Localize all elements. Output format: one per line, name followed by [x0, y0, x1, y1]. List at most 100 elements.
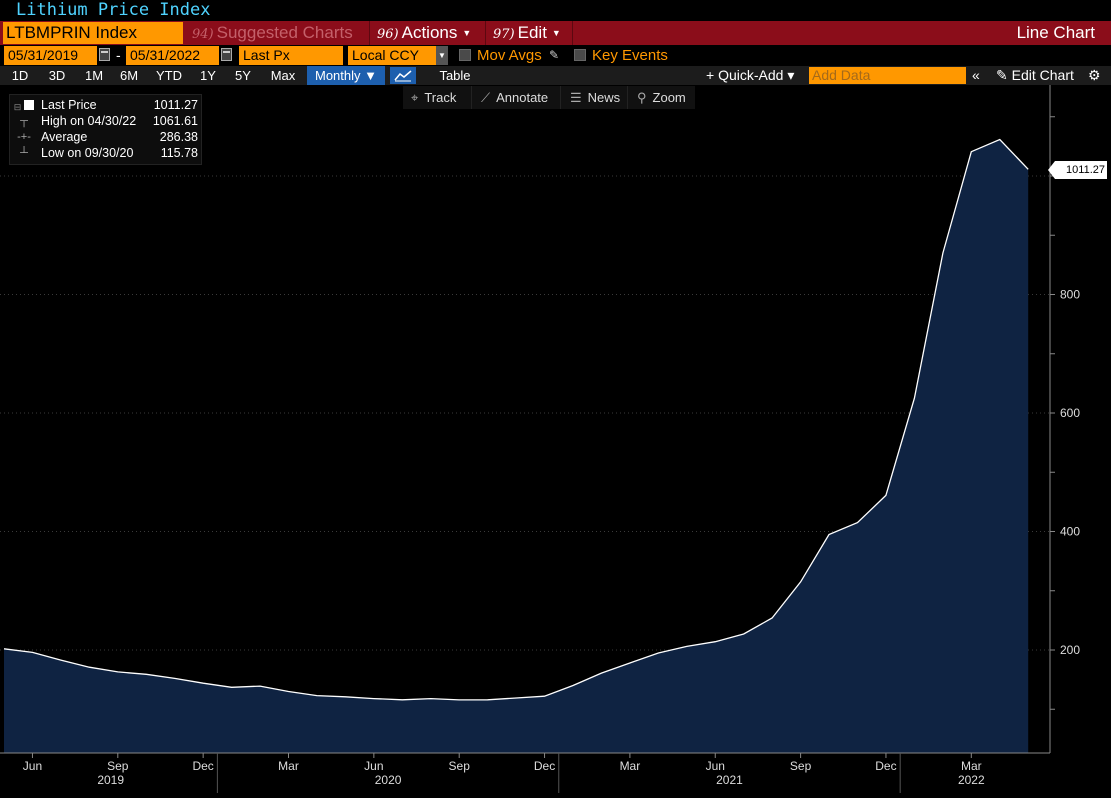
edit-number: 97) [493, 27, 515, 42]
range-1d[interactable]: 1D [11, 68, 29, 83]
window-title: Lithium Price Index [16, 0, 211, 20]
line-chart-icon[interactable] [390, 67, 416, 84]
key-events-label[interactable]: Key Events [592, 47, 668, 64]
y-tick-label: 400 [1060, 525, 1080, 539]
price-line [3, 138, 1029, 701]
range-bar: 1D 3D 1M 6M YTD 1Y 5Y Max Monthly ▼ Tabl… [0, 66, 1111, 85]
pencil-icon: ✎ [996, 67, 1012, 83]
edit-chart-button[interactable]: ✎ Edit Chart [996, 66, 1074, 85]
crosshair-icon: ⌖ [411, 90, 419, 105]
x-tick-label: Jun [364, 759, 383, 773]
legend-label: Last Price [41, 98, 97, 112]
y-tick-label: 800 [1060, 288, 1080, 302]
range-3d[interactable]: 3D [48, 68, 66, 83]
range-1m[interactable]: 1M [84, 68, 104, 83]
range-max[interactable]: Max [270, 68, 296, 83]
range-6m[interactable]: 6M [119, 68, 139, 83]
x-tick-label: Sep [790, 759, 812, 773]
x-year-label: 2021 [716, 773, 743, 787]
field-selector[interactable]: Last Px [239, 46, 343, 65]
x-tick-label: Mar [278, 759, 299, 773]
x-tick-label: Jun [706, 759, 725, 773]
x-tick-label: Mar [961, 759, 982, 773]
chart-legend: ⊟ Last Price 1011.27 ┬ High on 04/30/22 … [9, 94, 202, 165]
y-tick-label: 200 [1060, 643, 1080, 657]
suggested-charts-label: Suggested Charts [216, 23, 353, 42]
legend-value: 286.38 [159, 130, 198, 144]
start-date-field[interactable]: 05/31/2019 [4, 46, 97, 65]
x-tick-label: Sep [107, 759, 129, 773]
y-tick-label: 600 [1060, 406, 1080, 420]
currency-selector[interactable]: Local CCY [348, 46, 436, 65]
legend-label: Low on 09/30/20 [41, 146, 134, 160]
track-label: Track [424, 90, 457, 105]
quick-add-button[interactable]: + Quick-Add ▾ [706, 67, 795, 83]
chevron-down-icon[interactable]: ▼ [436, 46, 448, 65]
add-data-input[interactable] [809, 67, 966, 84]
track-tool[interactable]: ⌖ Track [403, 86, 472, 109]
zoom-tool[interactable]: ⚲ Zoom [629, 86, 695, 109]
magnifier-icon: ⚲ [637, 90, 647, 105]
chart-area[interactable]: 200 400 600 800 Jun Sep Dec Mar Jun Sep Dec Mar Jun S… [0, 85, 1111, 798]
collapse-icon[interactable]: « [972, 67, 980, 83]
command-bar: LTBMPRIN Index 94) Suggested Charts 96) Ac… [0, 21, 1111, 45]
actions-label: Actions [401, 23, 458, 42]
legend-label: High on 04/30/22 [41, 114, 137, 128]
news-icon: ☰ [570, 90, 582, 105]
last-value-tag: 1011.27 [1048, 161, 1107, 179]
range-5y[interactable]: 5Y [235, 68, 251, 83]
ticker-field[interactable]: LTBMPRIN Index [3, 22, 183, 44]
mov-avgs-label[interactable]: Mov Avgs [477, 47, 542, 64]
window-title-bar: Lithium Price Index [0, 0, 1111, 21]
x-tick-label: Sep [449, 759, 471, 773]
price-chart[interactable]: 200 400 600 800 Jun Sep Dec Mar Jun Sep Dec Mar Jun S… [0, 85, 1111, 798]
x-tick-label: Dec [192, 759, 213, 773]
average-marker-icon: -+- [17, 131, 31, 143]
edit-label: Edit [517, 23, 547, 42]
date-range-separator: - [116, 47, 121, 63]
x-tick-label: Jun [23, 759, 42, 773]
x-tick-label: Mar [620, 759, 641, 773]
x-year-label: 2019 [97, 773, 124, 787]
high-marker-icon: ┬ [20, 115, 28, 127]
annotate-tool[interactable]: ⟋ Annotate [473, 86, 561, 109]
actions-number: 96) [377, 27, 399, 42]
end-date-field[interactable]: 05/31/2022 [126, 46, 219, 65]
legend-high: ┬ High on 04/30/22 1061.61 [10, 113, 201, 129]
edit-button[interactable]: 97) Edit ▼ [487, 21, 573, 45]
table-button[interactable]: Table [439, 68, 471, 83]
calendar-icon[interactable] [221, 48, 232, 61]
suggested-charts-button[interactable]: 94) Suggested Charts [186, 21, 370, 45]
mov-avgs-checkbox[interactable] [459, 49, 471, 61]
range-ytd[interactable]: YTD [156, 68, 182, 83]
legend-average: -+- Average 286.38 [10, 129, 201, 145]
legend-value: 1011.27 [153, 98, 198, 112]
chart-tools-bar: ⌖ Track ⟋ Annotate ☰ News ⚲ Zoom [403, 86, 695, 109]
chart-type-label: Line Chart [1016, 23, 1095, 42]
edit-chart-label: Edit Chart [1011, 67, 1074, 83]
pencil-icon[interactable]: ✎ [549, 48, 560, 62]
actions-button[interactable]: 96) Actions ▼ [371, 21, 486, 45]
news-label: News [587, 90, 621, 105]
series-swatch-icon: ⊟ [13, 97, 35, 113]
x-tick-label: Dec [534, 759, 555, 773]
zoom-label: Zoom [652, 90, 686, 105]
x-tick-label: Dec [875, 759, 896, 773]
periodicity-dropdown[interactable]: Monthly ▼ [307, 66, 385, 85]
news-tool[interactable]: ☰ News [562, 86, 628, 109]
gear-icon[interactable]: ⚙ [1088, 67, 1101, 83]
low-marker-icon: ┴ [20, 147, 28, 159]
annotate-label: Annotate [496, 90, 549, 105]
x-year-label: 2020 [375, 773, 402, 787]
legend-value: 1061.61 [152, 114, 198, 128]
range-1y[interactable]: 1Y [200, 68, 216, 83]
calendar-icon[interactable] [99, 48, 110, 61]
chevron-down-icon: ▼ [551, 28, 561, 38]
price-area [4, 139, 1029, 753]
key-events-checkbox[interactable] [574, 49, 586, 61]
legend-value: 115.78 [160, 146, 198, 160]
x-year-label: 2022 [958, 773, 985, 787]
parameters-bar: 05/31/2019 - 05/31/2022 Last Px Local CC… [0, 45, 1111, 66]
legend-last-price: ⊟ Last Price 1011.27 [10, 97, 201, 113]
annotate-icon: ⟋ [481, 90, 491, 105]
